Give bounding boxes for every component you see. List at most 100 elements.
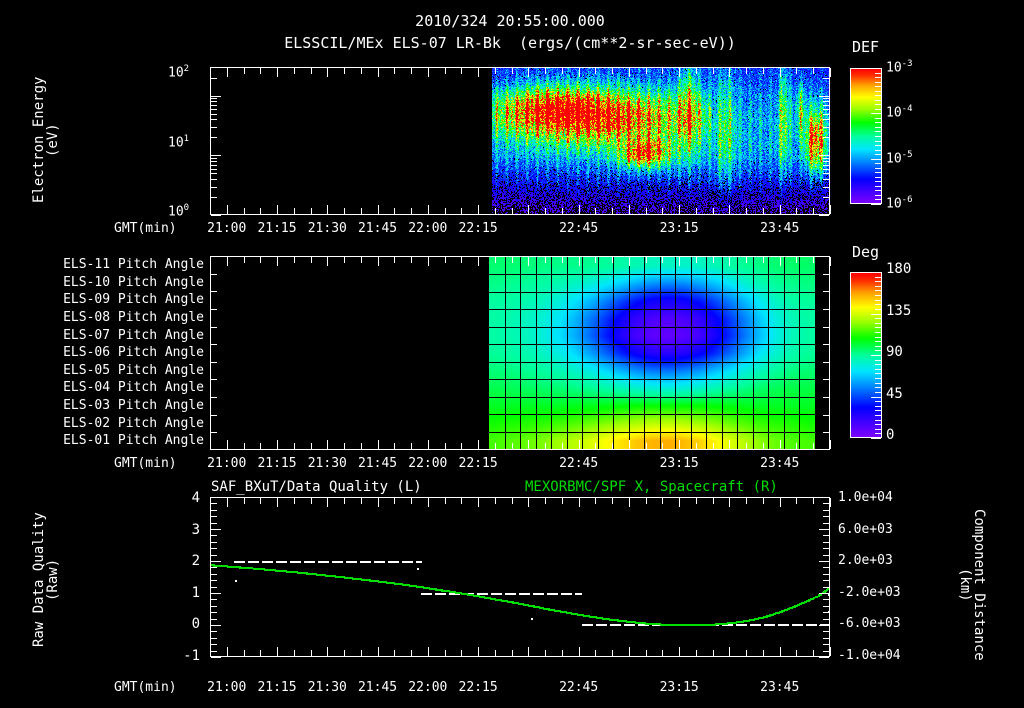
axis-tick xyxy=(830,440,831,449)
quality-ylabel-left: Raw Data Quality (Raw) xyxy=(31,512,61,648)
colorbar-tick xyxy=(875,318,881,319)
colorbar-tick xyxy=(875,150,881,151)
axis-tick-major xyxy=(819,657,829,658)
colorbar-tick xyxy=(875,327,881,328)
energy-spectrogram-image xyxy=(211,68,829,214)
colorbar-tick xyxy=(875,86,881,87)
colorbar-tick-label: 0 xyxy=(886,427,895,443)
xtick-label: 21:15 xyxy=(257,221,297,236)
colorbar-tick xyxy=(875,122,881,123)
colorbar-tick xyxy=(875,91,881,92)
ytick-label-right: 2.0e+03 xyxy=(838,553,893,569)
xtick-label: 21:45 xyxy=(357,456,398,471)
deg-colorbar-ticks xyxy=(850,272,882,439)
colorbar-tick xyxy=(875,332,881,333)
colorbar-tick xyxy=(875,295,881,296)
xtick-label: 21:00 xyxy=(207,221,247,236)
colorbar-label-exponent: -4 xyxy=(901,104,913,115)
quality-trace-image xyxy=(211,498,829,656)
pitch-row-label: ELS-05 Pitch Angle xyxy=(63,362,204,378)
colorbar-tick xyxy=(875,73,881,74)
colorbar-tick xyxy=(875,277,881,278)
colorbar-label-exponent: -6 xyxy=(901,195,913,205)
colorbar-tick-label: 10-3 xyxy=(886,59,913,75)
energy-ytick-mantissa-1: 10 xyxy=(168,135,184,151)
xtick-label: 22:45 xyxy=(559,221,599,236)
energy-xtick-labels: 21:00 21:15 21:30 21:45 22:00 22:15 22:45 23:15… xyxy=(0,222,1024,238)
colorbar-tick xyxy=(875,300,881,301)
xtick-label: 23:45 xyxy=(760,680,800,695)
colorbar-tick xyxy=(871,159,881,160)
xtick-label: 22:15 xyxy=(458,221,498,236)
quality-ytick-labels-left: 4 3 2 1 0 -1 xyxy=(150,491,204,665)
energy-ytick-exp-1: 1 xyxy=(183,134,190,144)
colorbar-tick xyxy=(875,420,881,421)
ytick-label-left: 2 xyxy=(191,553,200,570)
colorbar-tick xyxy=(875,290,881,291)
colorbar-tick xyxy=(875,337,881,338)
ytick-label-right: 6.0e+03 xyxy=(838,521,893,537)
energy-ylabel: Electron Energy (eV) xyxy=(31,76,61,204)
xtick-label: 22:00 xyxy=(408,456,448,471)
xtick-label: 22:00 xyxy=(408,221,448,236)
pitch-row-label: ELS-03 Pitch Angle xyxy=(63,398,204,414)
pitch-row-label: ELS-01 Pitch Angle xyxy=(63,433,204,449)
colorbar-tick xyxy=(875,141,881,142)
colorbar-tick xyxy=(875,195,881,196)
xtick-label: 21:30 xyxy=(307,456,347,471)
pitch-row-label: ELS-11 Pitch Angle xyxy=(63,257,204,272)
colorbar-tick xyxy=(875,95,881,96)
xtick-label: 22:45 xyxy=(559,456,599,471)
energy-ytick-label-0: 100 xyxy=(168,203,189,219)
deg-colorbar-labels: 180 135 90 45 0 xyxy=(886,262,986,452)
colorbar-label-mantissa: 10 xyxy=(886,150,902,166)
pitch-row-label: ELS-04 Pitch Angle xyxy=(63,380,204,396)
colorbar-tick xyxy=(871,355,881,356)
colorbar-tick xyxy=(875,360,881,361)
colorbar-tick xyxy=(875,199,881,200)
xtick-label: 21:45 xyxy=(357,680,398,695)
colorbar-tick-label: 90 xyxy=(886,344,903,360)
axis-tick-major xyxy=(211,657,221,658)
axis-tick-major xyxy=(211,215,221,216)
colorbar-tick xyxy=(875,304,881,305)
axis-tick xyxy=(830,68,831,77)
quality-xtick-labels: 21:00 21:15 21:30 21:45 22:00 22:15 22:45 23:15… xyxy=(0,681,1024,697)
xtick-label: 21:30 xyxy=(307,680,347,695)
colorbar-tick xyxy=(875,186,881,187)
xtick-label: 21:00 xyxy=(207,680,247,695)
pitch-row-label: ELS-06 Pitch Angle xyxy=(63,345,204,361)
def-colorbar-labels: 10-3 10-4 10-5 10-6 xyxy=(886,60,986,220)
axis-tick xyxy=(830,205,831,214)
colorbar-tick xyxy=(875,118,881,119)
pitch-angle-image xyxy=(211,257,829,449)
page-subtitle: ELSSCIL/MEx ELS-07 LR-Bk (ergs/(cm**2-sr… xyxy=(284,34,736,52)
page-title: 2010/324 20:55:00.000 xyxy=(415,12,605,30)
colorbar-tick xyxy=(875,286,881,287)
ytick-label-left: 0 xyxy=(191,616,200,633)
colorbar-tick xyxy=(875,387,881,388)
xtick-label: 23:15 xyxy=(659,680,699,695)
xtick-label: 22:15 xyxy=(458,456,498,471)
colorbar-tick xyxy=(875,109,881,110)
colorbar-tick-label: 45 xyxy=(886,385,903,402)
colorbar-tick xyxy=(875,145,881,146)
colorbar-tick xyxy=(875,323,881,324)
colorbar-label-mantissa: 10 xyxy=(886,196,902,212)
energy-ytick-mantissa-2: 10 xyxy=(168,65,184,81)
axis-tick xyxy=(830,647,831,656)
colorbar-tick xyxy=(875,136,881,137)
xtick-label: 21:45 xyxy=(357,221,398,236)
colorbar-label-exponent: -3 xyxy=(901,59,913,69)
xtick-label: 23:15 xyxy=(659,456,699,471)
xtick-label: 23:45 xyxy=(760,221,800,236)
pitch-xlabel: GMT(min) xyxy=(114,456,177,471)
ytick-label-right: -1.0e+04 xyxy=(838,648,901,663)
colorbar-tick xyxy=(875,401,881,402)
colorbar-tick xyxy=(875,104,881,105)
colorbar-tick xyxy=(875,383,881,384)
colorbar-tick xyxy=(875,378,881,379)
pitch-row-label: ELS-08 Pitch Angle xyxy=(63,309,204,325)
colorbar-tick xyxy=(871,314,881,315)
